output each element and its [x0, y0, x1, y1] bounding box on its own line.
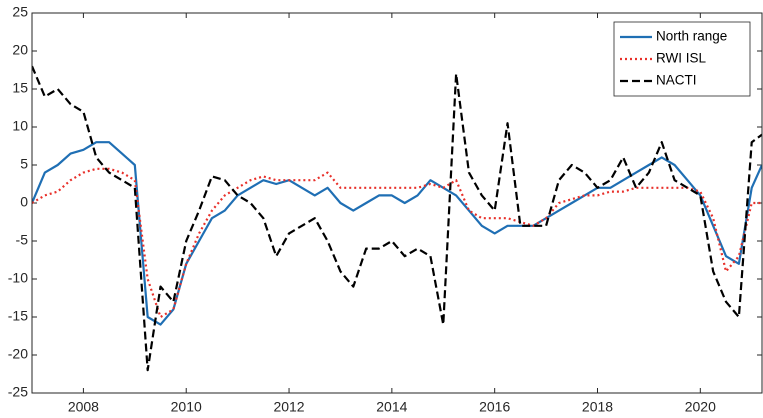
y-tick-label: -25: [8, 384, 28, 400]
x-tick-label: 2018: [582, 399, 613, 415]
y-tick-label: 15: [12, 80, 28, 96]
series-line: [32, 167, 762, 319]
series-line: [32, 65, 762, 372]
x-tick-label: 2008: [68, 399, 99, 415]
legend-label: North range: [656, 29, 727, 44]
y-tick-label: 0: [20, 194, 28, 210]
legend-label: RWI ISL: [656, 51, 707, 66]
y-tick-label: -15: [8, 308, 28, 324]
x-tick-label: 2014: [376, 399, 407, 415]
plot-frame: [31, 12, 763, 394]
y-tick-label: 25: [12, 4, 28, 20]
y-tick-label: 5: [20, 156, 28, 172]
y-tick-label: -5: [16, 232, 29, 248]
y-tick-label: -10: [8, 270, 28, 286]
legend-label: NACTI: [656, 73, 697, 88]
y-tick-label: -20: [8, 346, 28, 362]
x-tick-label: 2012: [273, 399, 304, 415]
x-tick-label: 2016: [479, 399, 510, 415]
x-tick-label: 2010: [171, 399, 202, 415]
x-tick-label: 2020: [685, 399, 716, 415]
series-line: [32, 141, 762, 326]
y-tick-label: 20: [12, 42, 28, 58]
y-tick-label: 10: [12, 118, 28, 134]
